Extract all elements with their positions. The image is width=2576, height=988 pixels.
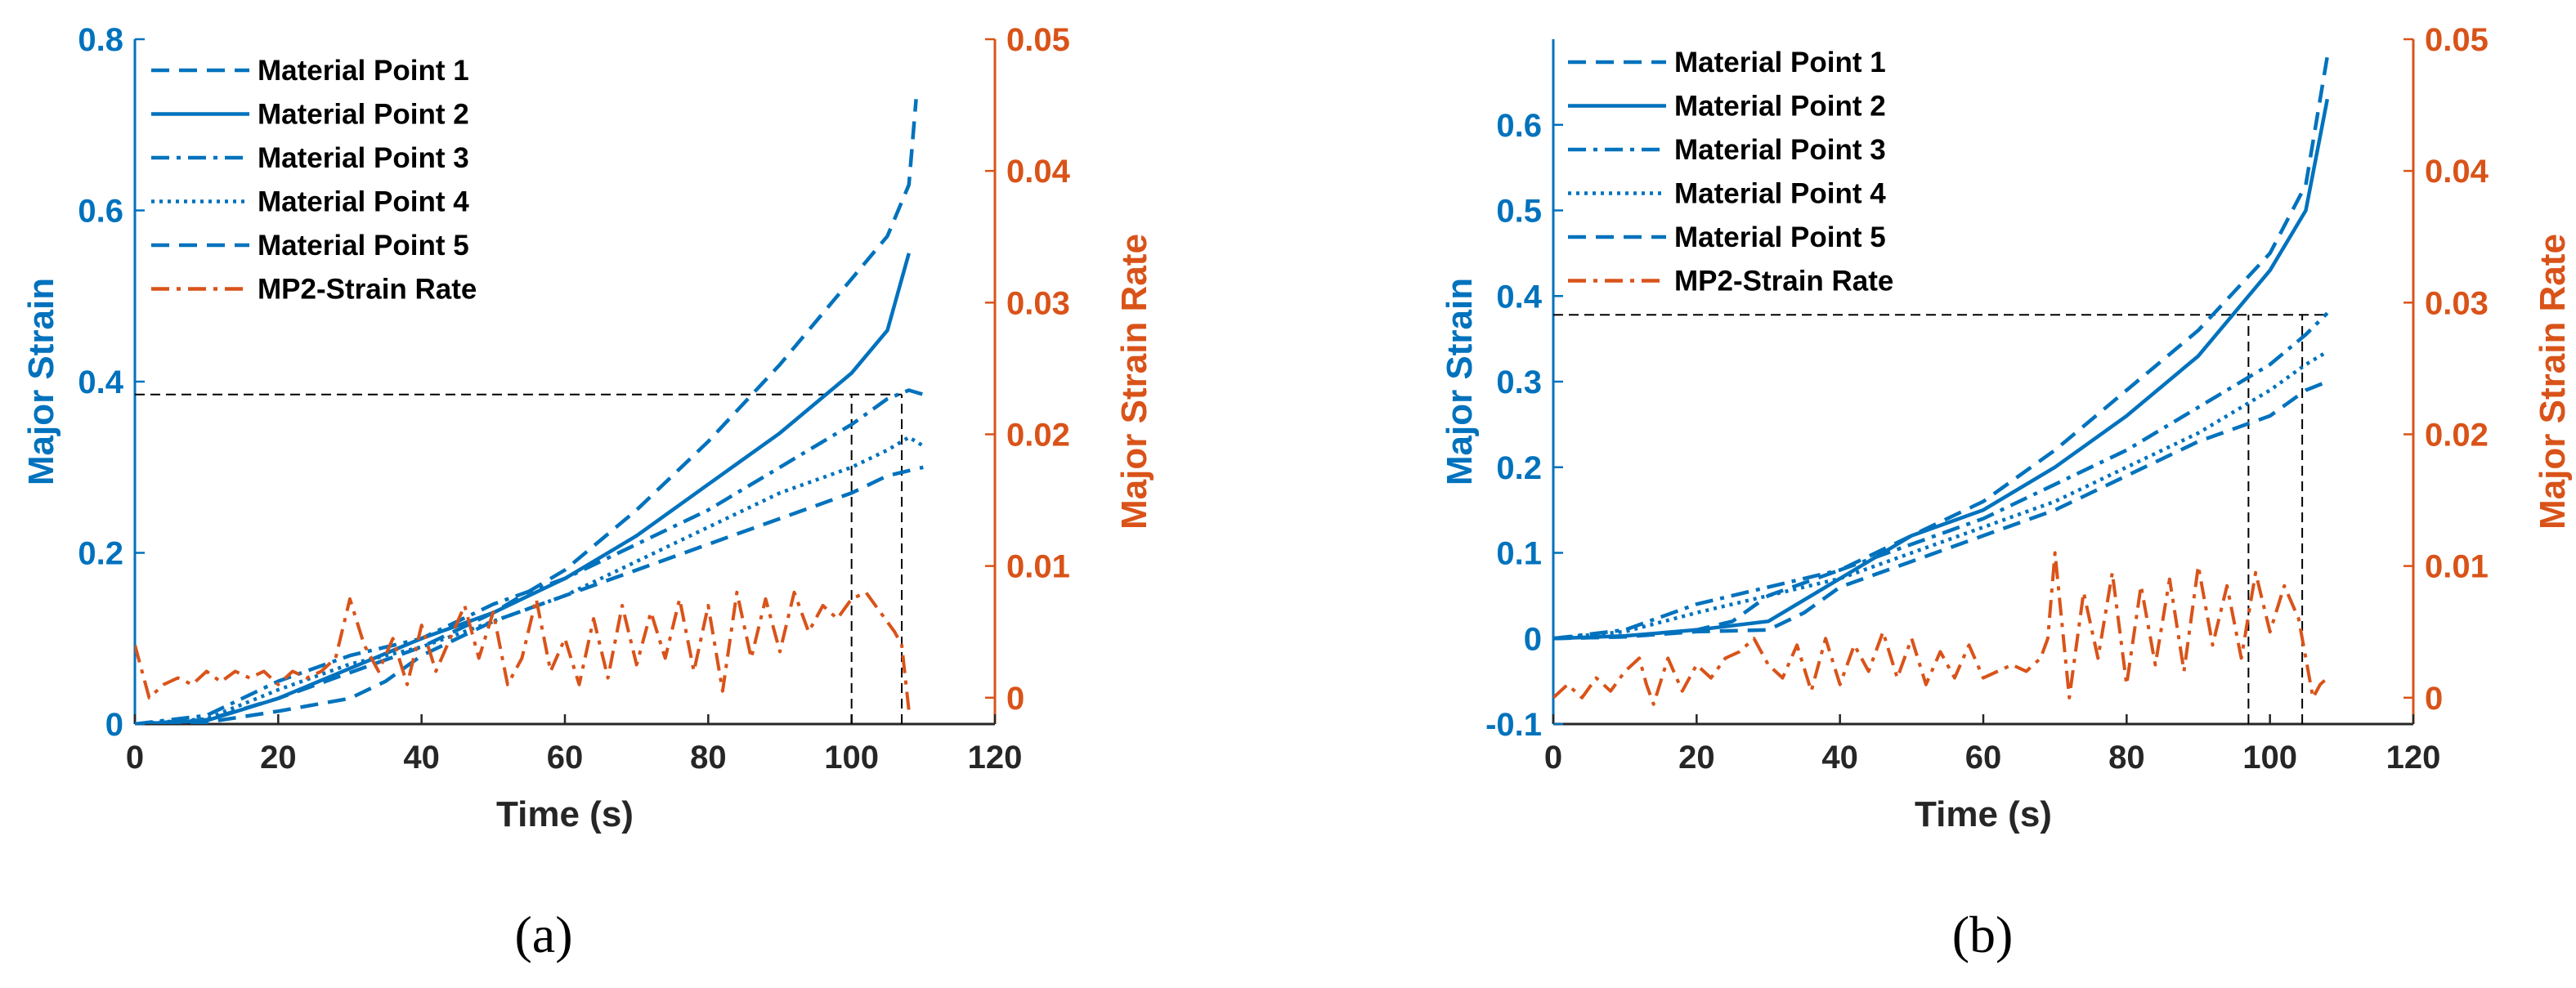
panel-b-legend-label: Material Point 3 bbox=[1674, 134, 1886, 166]
panel-b-x-axis-label: Time (s) bbox=[1915, 794, 2052, 834]
panel-b-x-tick-label: 40 bbox=[1821, 740, 1858, 776]
panel-a-legend-label: Material Point 3 bbox=[258, 142, 469, 174]
panel-b-y2-tick-label: 0.03 bbox=[2425, 285, 2489, 321]
panel-a-y2-axis-label: Major Strain Rate bbox=[1114, 234, 1154, 530]
panel-a-legend-label: Material Point 2 bbox=[258, 99, 469, 131]
panel-a-y-tick-label: 0 bbox=[105, 707, 123, 743]
panel-a-y2-tick-label: 0 bbox=[1006, 681, 1024, 717]
panel-b-y-tick-label: 0.3 bbox=[1496, 364, 1542, 400]
panel-a-y2-tick-label: 0.02 bbox=[1006, 417, 1070, 453]
panel-a-plot-area bbox=[135, 99, 925, 724]
panel-b-y-tick-label: 0.1 bbox=[1496, 536, 1542, 572]
panel-b-y-tick-label: 0.6 bbox=[1496, 108, 1542, 144]
panel-b-y2-tick-label: 0 bbox=[2425, 681, 2443, 717]
panel-a-y-tick-label: 0.6 bbox=[78, 194, 123, 230]
panel-b-plot-area bbox=[1553, 56, 2330, 724]
panel-b-y2-tick-label: 0.04 bbox=[2425, 154, 2489, 190]
panel-a-series-5 bbox=[135, 465, 924, 724]
panel-a-x-tick-label: 60 bbox=[547, 740, 584, 776]
panel-b-x-tick-label: 120 bbox=[2386, 740, 2441, 776]
panel-a-legend-label: Material Point 1 bbox=[258, 55, 469, 87]
panel-a-legend-label: MP2-Strain Rate bbox=[258, 274, 477, 306]
panel-a: 0 20 40 60 80 100 120 0 0.2 0.4 0.6 0.8 0 0.01 0.02 0.0… bbox=[21, 22, 1154, 963]
panel-a-y2-tick-label: 0.01 bbox=[1006, 549, 1070, 585]
panel-a-legend-label: Material Point 4 bbox=[258, 186, 469, 218]
panel-b-panel-label: (b) bbox=[1952, 905, 2014, 963]
panel-b-legend-label: Material Point 2 bbox=[1674, 91, 1886, 123]
panel-b-x-tick-label: 60 bbox=[1965, 740, 2002, 776]
panel-b-x-tick-label: 80 bbox=[2108, 740, 2145, 776]
panel-a-y-tick-label: 0.4 bbox=[78, 364, 123, 400]
panel-b-y-tick-label: 0.5 bbox=[1496, 194, 1542, 230]
panel-b-x-tick-label: 0 bbox=[1544, 740, 1562, 776]
panel-b-y-tick-label: -0.1 bbox=[1485, 707, 1542, 743]
panel-b-y2-tick-label: 0.05 bbox=[2425, 22, 2489, 58]
panel-a-x-axis-label: Time (s) bbox=[496, 794, 634, 834]
panel-a-y2-tick-label: 0.03 bbox=[1006, 285, 1070, 321]
panel-b-legend-label: Material Point 5 bbox=[1674, 221, 1886, 253]
panel-a-x-tick-label: 100 bbox=[824, 740, 879, 776]
panel-a-series-4 bbox=[135, 435, 925, 724]
panel-b: 0 20 40 60 80 100 120-0.100.10.20.30.40.50.600… bbox=[1440, 22, 2573, 963]
panel-a-x-tick-label: 40 bbox=[403, 740, 440, 776]
panel-a-panel-label: (a) bbox=[514, 905, 572, 963]
panel-a-x-tick-label: 20 bbox=[260, 740, 297, 776]
panel-a-y2-tick-label: 0.04 bbox=[1006, 154, 1071, 190]
panel-b-series-5 bbox=[1553, 379, 2328, 641]
panel-b-y-tick-label: 0.2 bbox=[1496, 450, 1542, 486]
panel-b-y-tick-label: 0 bbox=[1524, 621, 1542, 657]
panel-a-y-axis-label: Major Strain bbox=[21, 278, 61, 485]
panel-a-x-tick-label: 120 bbox=[968, 740, 1023, 776]
panel-a-x-tick-label: 0 bbox=[126, 740, 144, 776]
panel-b-series-3 bbox=[1553, 311, 2329, 641]
panel-a-y-tick-label: 0.2 bbox=[78, 536, 123, 572]
panel-b-x-tick-label: 100 bbox=[2242, 740, 2297, 776]
panel-a-series-3 bbox=[135, 388, 924, 724]
panel-b-y2-axis-label: Major Strain Rate bbox=[2533, 234, 2573, 530]
panel-a-x-tick-label: 80 bbox=[690, 740, 727, 776]
panel-b-x-tick-label: 20 bbox=[1678, 740, 1715, 776]
panel-a-series-6 bbox=[135, 590, 911, 712]
panel-b-legend-label: Material Point 4 bbox=[1674, 178, 1886, 210]
panel-b-series-4 bbox=[1553, 350, 2328, 641]
panel-b-series-2 bbox=[1553, 98, 2330, 641]
panel-b-y2-tick-label: 0.02 bbox=[2425, 417, 2489, 453]
panel-b-y2-tick-label: 0.01 bbox=[2425, 549, 2489, 585]
panel-a-legend-label: Material Point 5 bbox=[258, 230, 469, 262]
panel-b-legend-label: MP2-Strain Rate bbox=[1674, 266, 1893, 297]
panel-a-series-1 bbox=[135, 99, 918, 724]
panel-a-y2-tick-label: 0.05 bbox=[1006, 22, 1070, 58]
panel-b-y-axis-label: Major Strain bbox=[1440, 278, 1480, 485]
panel-a-y-tick-label: 0.8 bbox=[78, 22, 123, 58]
panel-b-y-tick-label: 0.4 bbox=[1496, 279, 1542, 315]
panel-b-series-6 bbox=[1553, 551, 2329, 706]
panel-b-legend-label: Material Point 1 bbox=[1674, 47, 1886, 78]
